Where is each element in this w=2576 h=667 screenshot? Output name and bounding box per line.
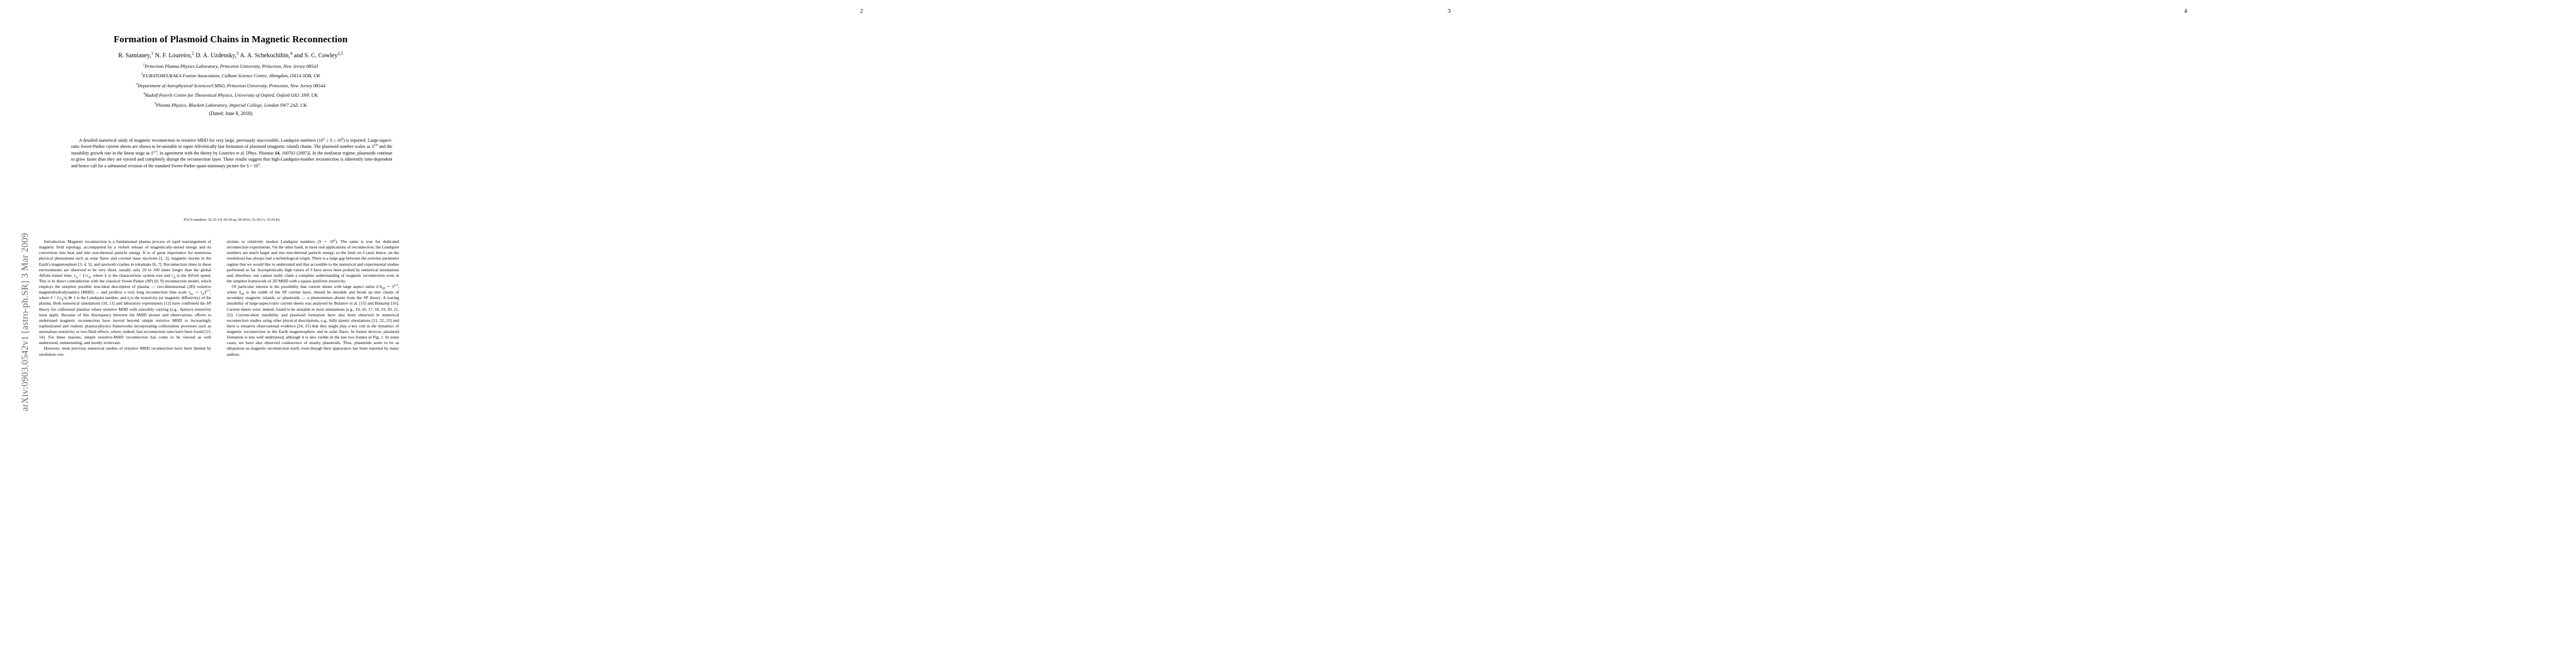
- page-3: 3 FIG. 1: Contour plots of the current d…: [1103, 0, 2576, 667]
- title-block: Formation of Plasmoid Chains in Magnetic…: [53, 33, 408, 116]
- affiliation-1: 1Princeton Plasma Physics Laboratory, Pr…: [143, 63, 318, 69]
- page-number-4: 4: [2184, 8, 2188, 14]
- page1-column-1: Introduction. Magnetic reconnection is a…: [39, 239, 212, 357]
- page-4: 4 tion. This conclusion puts further inv…: [1795, 0, 2576, 667]
- arxiv-stamp: arXiv:0903.0542v1 [astro-ph.SR] 3 Mar 20…: [19, 233, 30, 411]
- affiliation-4: 4Rudolf Peierls Centre for Theoretical P…: [143, 92, 318, 98]
- dated-line: (Dated: June 8, 2018): [209, 111, 252, 117]
- page-2: 2 seem to be as ubiquitous as magnetic r…: [620, 0, 1652, 667]
- page-number-2: 2: [860, 8, 863, 14]
- page-number-3: 3: [1447, 8, 1451, 14]
- affiliation-5: 5Plasma Physics, Blackett Laboratory, Im…: [154, 102, 307, 108]
- affiliation-3: 3Department of Astrophysical Sciences/CM…: [136, 82, 326, 88]
- affiliation-2: 2EURATOM/UKAEA Fusion Association, Culha…: [141, 73, 320, 79]
- page-title: Formation of Plasmoid Chains in Magnetic…: [113, 34, 348, 44]
- page1-column-2: straints to relatively modest Lundquist …: [227, 238, 399, 357]
- page-1: arXiv:0903.0542v1 [astro-ph.SR] 3 Mar 20…: [0, 0, 620, 667]
- author-list: R. Samtaney,1 N. F. Loureiro,2 D. A. Uzd…: [118, 51, 343, 59]
- abstract: A detailed numerical study of magnetic r…: [71, 137, 392, 168]
- pacs-line: PACS numbers: 52.35.Vd, 94.30.cp, 96.60.…: [183, 218, 280, 222]
